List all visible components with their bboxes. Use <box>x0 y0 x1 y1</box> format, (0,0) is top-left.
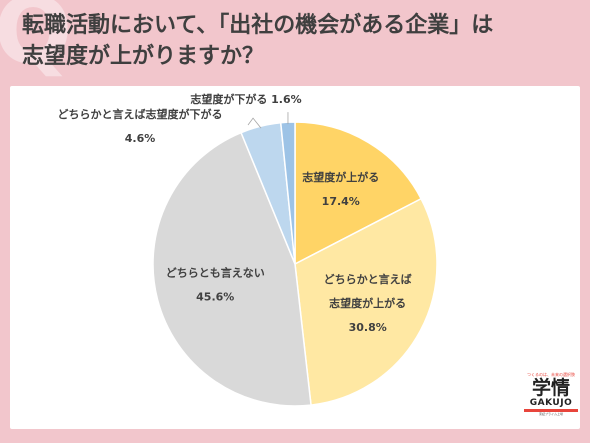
slice-5-label-line-1: 志望度が下がる 1.6% <box>190 92 301 106</box>
slice-3-label-line-1: どちらとも言えない <box>166 265 265 279</box>
title-line-1: 転職活動において、「出社の機会がある企業」は <box>22 13 494 38</box>
pie-slice-1 <box>294 121 423 266</box>
page-title: 転職活動において、「出社の機会がある企業」は 志望度が上がりますか？ <box>22 10 582 72</box>
logo-tagline: つくるのは、未来の選択肢 <box>527 372 575 377</box>
logo-bar <box>524 409 578 412</box>
leader-line-4 <box>247 117 262 129</box>
title-line-2: 志望度が上がりますか？ <box>22 44 265 69</box>
slice-1-label-line-1: 志望度が上がる <box>302 170 379 184</box>
logo-sub: 東証プライム上場 <box>539 412 563 416</box>
logo-name: GAKUJO <box>529 398 573 408</box>
pie-slice-2 <box>294 197 438 406</box>
slice-2-label-line-2: 志望度が上がる <box>329 296 406 310</box>
question-mark-decoration: Q <box>0 0 73 85</box>
slice-3-label-line-2: 45.6% <box>196 290 234 303</box>
pie-slice-3 <box>152 131 312 407</box>
gakujo-logo: つくるのは、未来の選択肢 学情 GAKUJO 東証プライム上場 <box>520 372 582 417</box>
slice-4-label-line-1: どちらかと言えば志望度が下がる <box>58 107 223 121</box>
slice-2-label-line-1: どちらかと言えば <box>324 272 412 286</box>
slice-2-label-line-3: 30.8% <box>349 321 387 334</box>
slice-4-label-line-2: 4.6% <box>125 132 156 145</box>
slice-1-label-line-2: 17.4% <box>322 195 360 208</box>
logo-kanji: 学情 <box>531 377 570 399</box>
